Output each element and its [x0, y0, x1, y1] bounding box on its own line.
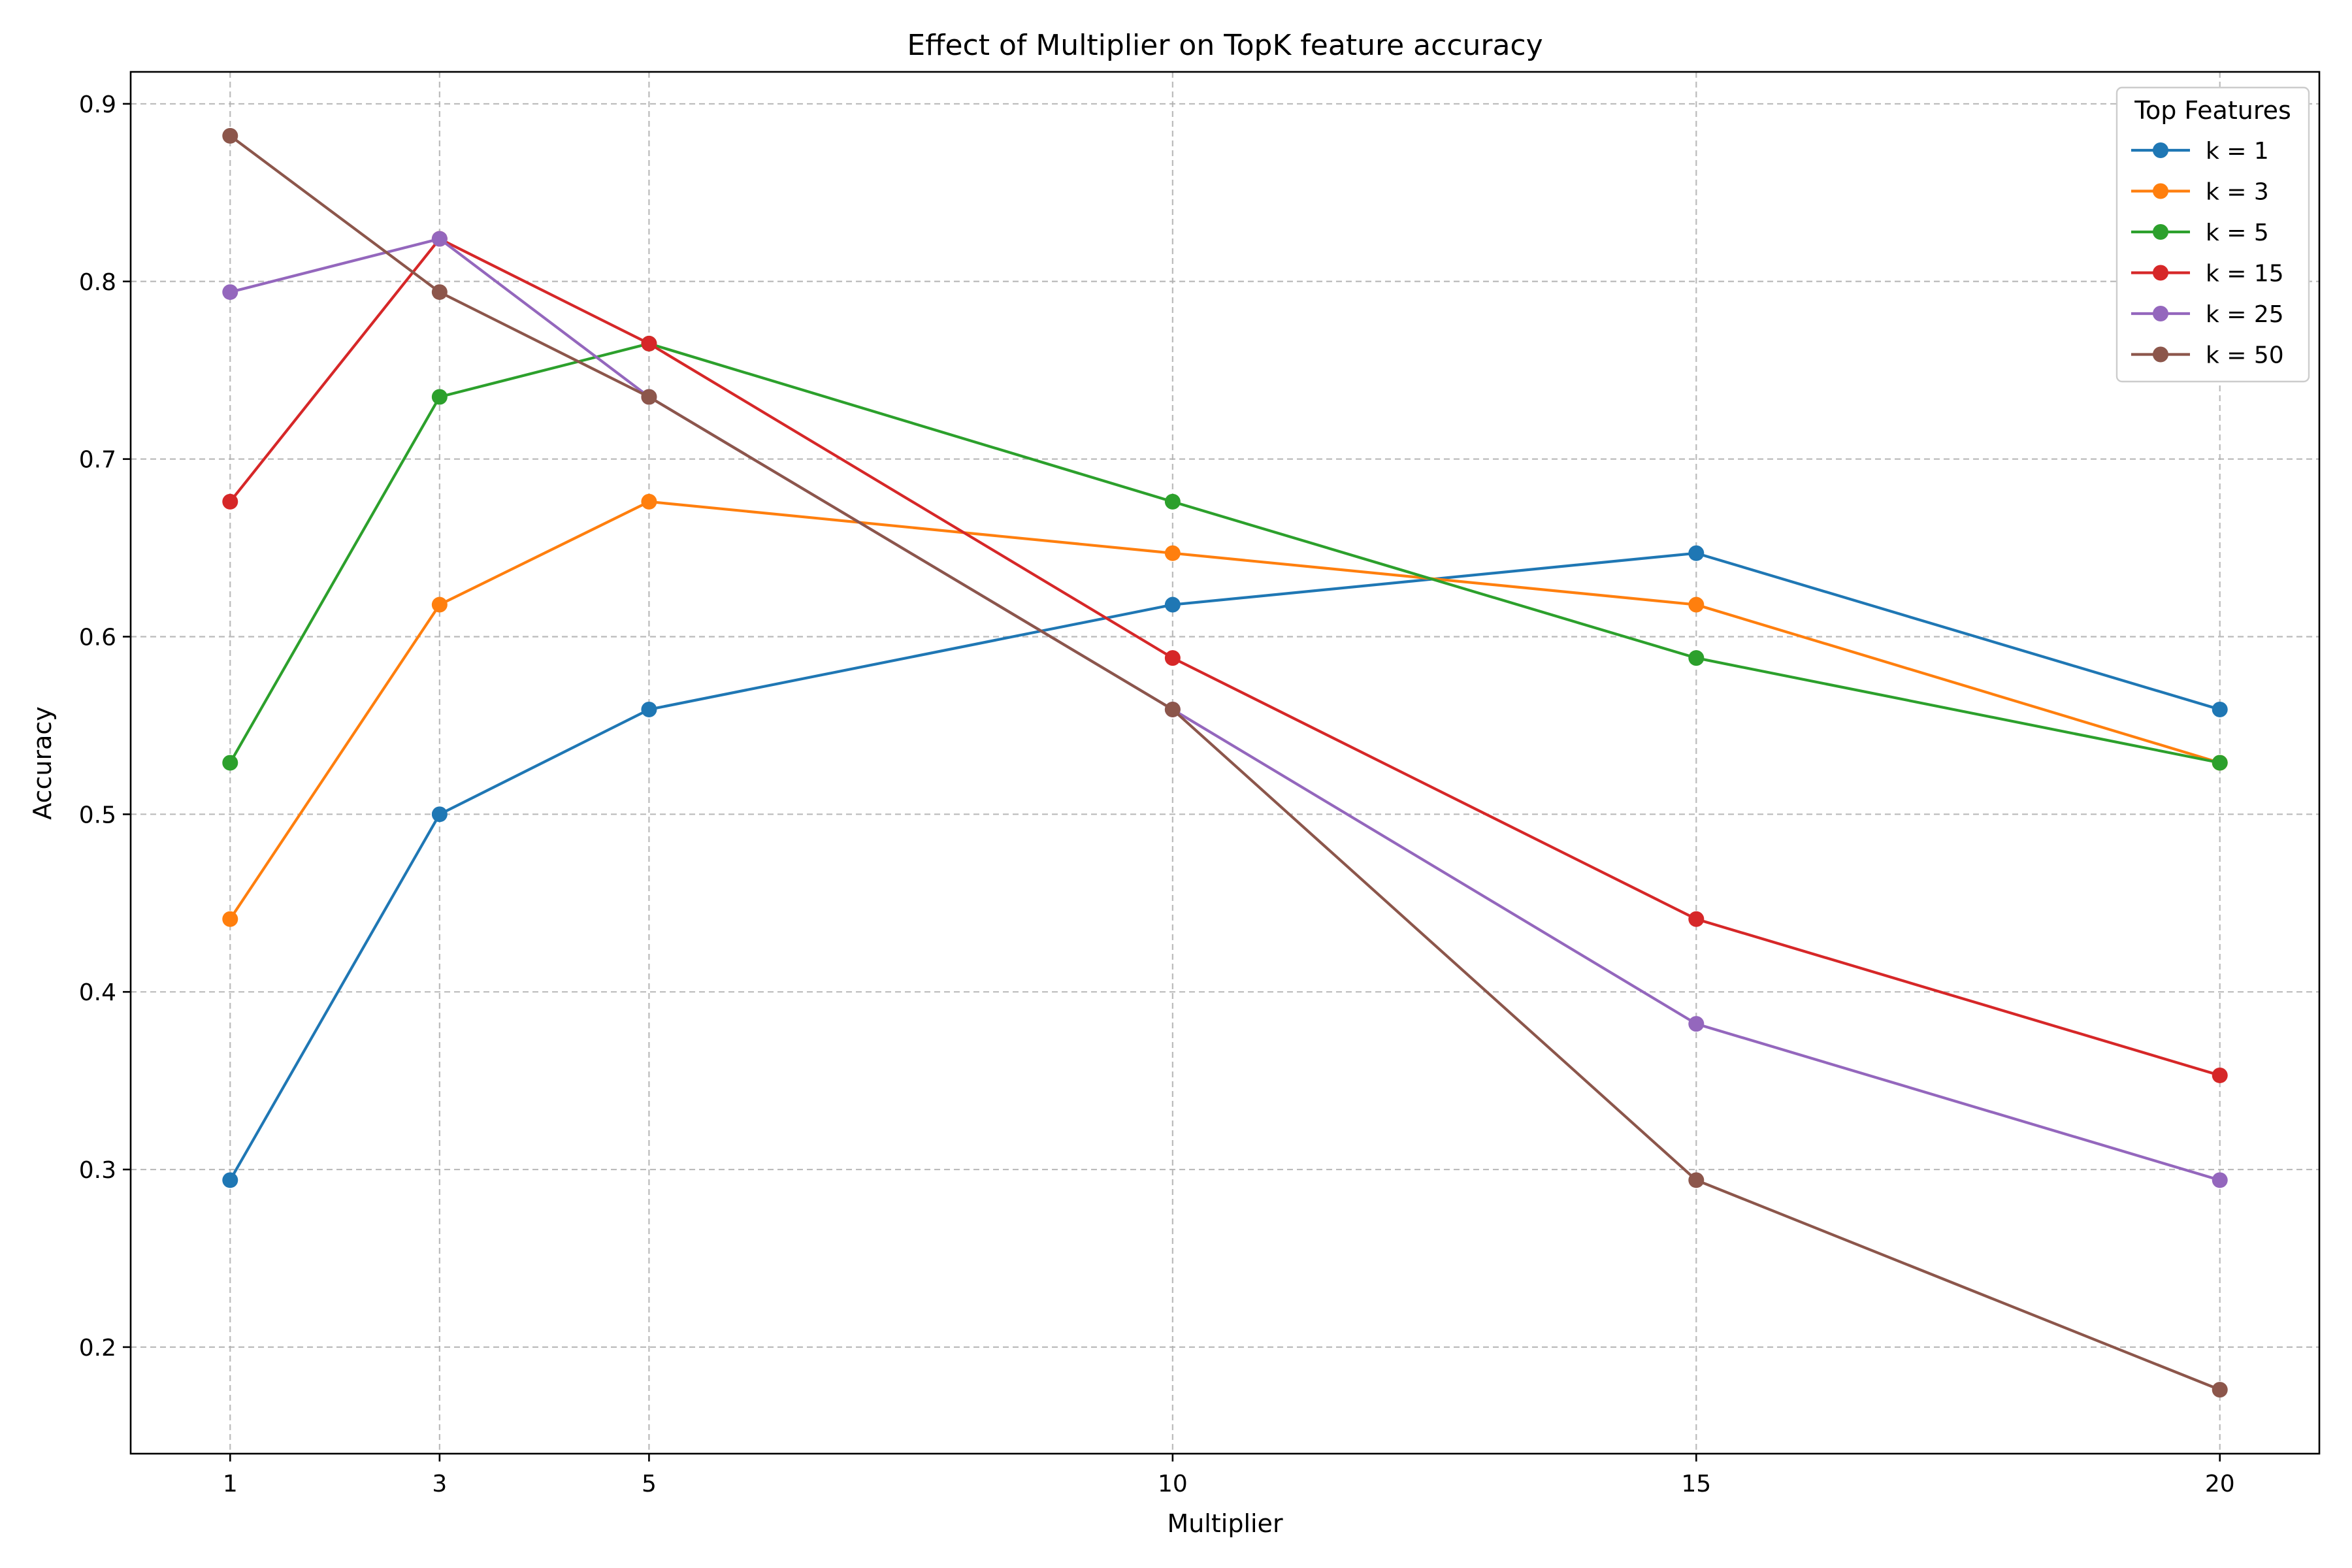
legend-item: k = 5 [2131, 220, 2269, 246]
series-line [229, 237, 2221, 1077]
series-line [229, 342, 2221, 764]
series-6 [222, 127, 2228, 1398]
x-axis-label: Multiplier [1167, 1509, 1283, 1538]
series-3 [222, 335, 2228, 771]
legend-label: k = 3 [2206, 179, 2269, 206]
legend-label: k = 25 [2206, 301, 2284, 328]
data-point [1164, 545, 1181, 561]
series-2 [222, 493, 2228, 927]
data-point [222, 127, 238, 144]
data-point [1688, 1172, 1705, 1188]
legend-marker [2153, 224, 2168, 240]
legend-title: Top Features [2134, 96, 2291, 125]
legend-item: k = 15 [2131, 261, 2284, 287]
data-point [641, 389, 657, 405]
data-point [2212, 1067, 2228, 1083]
data-point [222, 911, 238, 927]
series-line [229, 551, 2221, 1181]
plot-area [222, 127, 2228, 1398]
legend-marker [2153, 306, 2168, 321]
legend-label: k = 50 [2206, 342, 2284, 369]
legend-item: k = 25 [2131, 301, 2284, 328]
x-tick-label: 1 [223, 1471, 238, 1497]
y-tick-label: 0.5 [79, 802, 116, 828]
data-point [1688, 1016, 1705, 1032]
grid [131, 72, 2319, 1454]
data-point [431, 284, 448, 301]
y-tick-label: 0.6 [79, 624, 116, 651]
legend-label: k = 5 [2206, 220, 2269, 246]
y-tick-label: 0.4 [79, 979, 116, 1006]
data-point [641, 701, 657, 717]
y-tick-label: 0.2 [79, 1335, 116, 1362]
legend-marker [2153, 142, 2168, 158]
series-line [229, 135, 2221, 1392]
axis-ticks: 1 3 5 10 15 20 0.2 0.3 0.4 0.5 0.6 0.7 0.8 0.9 [79, 91, 2235, 1497]
series-4 [222, 231, 2228, 1083]
data-point [1164, 650, 1181, 666]
data-point [222, 493, 238, 510]
y-axis-label: Accuracy [28, 706, 57, 820]
legend-item: k = 50 [2131, 342, 2284, 369]
data-point [1688, 911, 1705, 927]
x-tick-label: 10 [1158, 1471, 1188, 1497]
data-point [431, 806, 448, 823]
data-point [2212, 755, 2228, 771]
data-point [2212, 1172, 2228, 1188]
legend-item: k = 1 [2131, 138, 2269, 165]
legend-marker [2153, 346, 2168, 363]
axes-frame [129, 71, 2321, 1455]
data-point [431, 389, 448, 405]
legend-label: k = 15 [2206, 261, 2284, 287]
data-point [431, 596, 448, 613]
data-point [2212, 701, 2228, 717]
data-point [1688, 650, 1705, 666]
data-point [1164, 701, 1181, 717]
data-point [1688, 545, 1705, 561]
x-tick-label: 3 [432, 1471, 447, 1497]
series-line [229, 237, 2221, 1182]
x-tick-label: 5 [642, 1471, 657, 1497]
data-point [222, 755, 238, 771]
y-tick-label: 0.3 [79, 1157, 116, 1184]
x-tick-label: 20 [2205, 1471, 2235, 1497]
data-point [641, 493, 657, 510]
legend: Top Features k = 1 k = 3 k = 5 k = 15 k = 25… [2115, 86, 2310, 383]
data-point [1164, 493, 1181, 510]
data-point [431, 231, 448, 247]
data-point [1164, 596, 1181, 613]
y-tick-label: 0.7 [79, 447, 116, 474]
data-point [641, 335, 657, 351]
chart-title: Effect of Multiplier on TopK feature acc… [907, 29, 1543, 62]
legend-marker [2153, 183, 2168, 199]
legend-marker [2153, 265, 2168, 281]
x-tick-label: 15 [1681, 1471, 1711, 1497]
data-point [222, 284, 238, 301]
series-1 [222, 545, 2228, 1188]
y-tick-label: 0.9 [79, 91, 116, 118]
data-point [1688, 596, 1705, 613]
y-tick-label: 0.8 [79, 269, 116, 296]
series-line [229, 500, 2221, 920]
legend-item: k = 3 [2131, 179, 2269, 206]
data-point [222, 1172, 238, 1188]
legend-label: k = 1 [2206, 138, 2269, 165]
data-point [2212, 1382, 2228, 1398]
